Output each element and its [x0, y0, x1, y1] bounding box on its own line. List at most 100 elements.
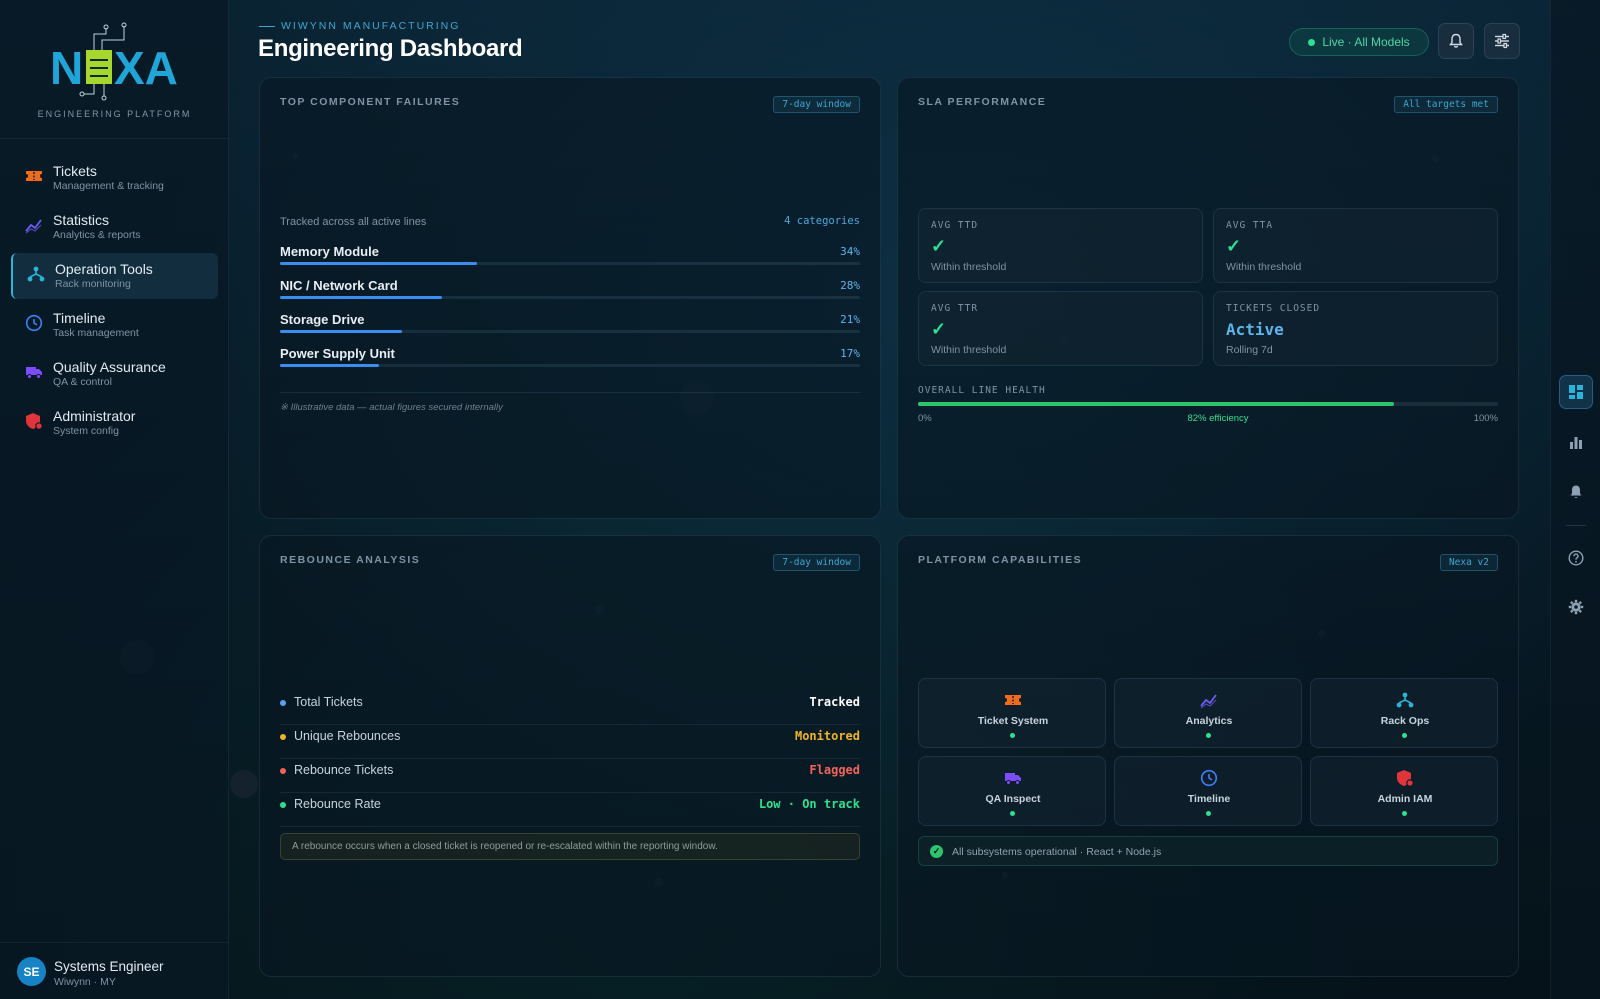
version-tag: Nexa v2 — [1440, 554, 1498, 571]
failure-row: Memory Module 34% — [280, 244, 860, 274]
bell-icon — [1448, 33, 1464, 49]
clock-icon — [1200, 769, 1218, 787]
status-dot-icon — [1402, 733, 1407, 738]
panel-title: REBOUNCE ANALYSIS — [280, 554, 420, 566]
sla-card-sub: Within threshold — [1226, 261, 1301, 273]
shield-icon — [25, 412, 43, 430]
failure-row: Power Supply Unit 17% — [280, 346, 860, 376]
chart-line-icon — [1200, 691, 1218, 709]
sla-card-ttd: AVG TTD ✓ Within threshold — [918, 208, 1203, 283]
capability-timeline[interactable]: Timeline — [1114, 756, 1302, 826]
rebounce-analysis-panel: REBOUNCE ANALYSIS 7-day window Total Tic… — [259, 535, 881, 977]
sidebar-item-quality-assurance[interactable]: Quality Assurance QA & control — [11, 351, 218, 397]
check-icon: ✓ — [1226, 236, 1241, 257]
sidebar-item-sub: Analytics & reports — [53, 229, 141, 241]
rebounce-row: Rebounce Tickets Flagged — [280, 759, 860, 793]
sidebar-item-sub: QA & control — [53, 376, 112, 388]
window-tag: 7-day window — [773, 96, 860, 113]
failures-caption: Tracked across all active lines — [280, 216, 426, 228]
failure-bar-track — [280, 262, 860, 265]
capability-ticket-system[interactable]: Ticket System — [918, 678, 1106, 748]
sidebar-item-administrator[interactable]: Administrator System config — [11, 400, 218, 446]
failure-percent: 17% — [840, 347, 860, 360]
clock-icon — [25, 314, 43, 332]
brand-subtitle: ENGINEERING PLATFORM — [0, 109, 229, 119]
sidebar-item-label: Statistics — [53, 212, 109, 228]
sidebar-item-sub: Rack monitoring — [55, 278, 131, 290]
user-name: Systems Engineer — [54, 959, 164, 974]
status-dot-icon — [1206, 733, 1211, 738]
illustrative-footnote: ※ Illustrative data — actual figures sec… — [280, 402, 503, 413]
rebounce-definition-note: A rebounce occurs when a closed ticket i… — [280, 833, 860, 860]
line-health-label: OVERALL LINE HEALTH — [918, 385, 1046, 396]
status-dot-icon — [1010, 733, 1015, 738]
sidebar-item-sub: Task management — [53, 327, 139, 339]
live-status-pill[interactable]: Live · All Models — [1289, 28, 1429, 56]
live-status-label: Live · All Models — [1322, 35, 1409, 49]
sidebar-item-tickets[interactable]: Tickets Management & tracking — [11, 155, 218, 201]
sla-card-label: AVG TTD — [931, 220, 978, 231]
sla-card-label: AVG TTR — [931, 303, 978, 314]
rail-notifications-button[interactable] — [1559, 475, 1593, 509]
rebounce-value: Flagged — [809, 763, 860, 777]
capability-label: Ticket System — [919, 715, 1107, 727]
logo-area: N XA ENGINEERING PLATFORM — [0, 0, 228, 139]
failure-bar-track — [280, 296, 860, 299]
status-dot-icon — [1402, 811, 1407, 816]
sidebar-item-statistics[interactable]: Statistics Analytics & reports — [11, 204, 218, 250]
panel-title: PLATFORM CAPABILITIES — [918, 554, 1082, 566]
svg-text:N: N — [50, 42, 83, 94]
sliders-icon — [1494, 33, 1510, 49]
capability-admin-iam[interactable]: Admin IAM — [1310, 756, 1498, 826]
sla-performance-panel: SLA PERFORMANCE All targets met AVG TTD … — [897, 77, 1519, 519]
categories-count: 4 categories — [784, 215, 860, 227]
capability-analytics[interactable]: Analytics — [1114, 678, 1302, 748]
rail-dashboard-button[interactable] — [1559, 375, 1593, 409]
check-circle-icon: ✓ — [930, 845, 943, 858]
ticket-icon — [25, 167, 43, 185]
sidebar-item-operation-tools[interactable]: Operation Tools Rack monitoring — [11, 253, 218, 299]
bar-chart-icon — [1568, 434, 1584, 450]
subsystems-status-text: All subsystems operational · React + Nod… — [952, 846, 1161, 858]
network-icon — [1396, 691, 1414, 709]
rebounce-label: Unique Rebounces — [294, 729, 400, 743]
shield-icon — [1396, 769, 1414, 787]
rail-help-button[interactable] — [1559, 541, 1593, 575]
sla-card-tta: AVG TTA ✓ Within threshold — [1213, 208, 1498, 283]
live-dot-icon — [1308, 39, 1315, 46]
failure-name: Storage Drive — [280, 312, 365, 327]
truck-icon — [25, 363, 43, 381]
line-health-efficiency: 82% efficiency — [898, 413, 1538, 424]
failures-caption-row: Tracked across all active lines 4 catego… — [280, 216, 860, 228]
failure-row: NIC / Network Card 28% — [280, 278, 860, 308]
notifications-button[interactable] — [1438, 23, 1474, 59]
rebounce-row: Unique Rebounces Monitored — [280, 725, 860, 759]
rail-charts-button[interactable] — [1559, 425, 1593, 459]
green-dot-icon — [280, 802, 286, 808]
panel-title: SLA PERFORMANCE — [918, 96, 1046, 108]
status-dot-icon — [1010, 811, 1015, 816]
help-icon — [1568, 550, 1584, 566]
failure-bar-track — [280, 330, 860, 333]
user-profile[interactable]: SE Systems Engineer Wiwynn · MY — [0, 942, 229, 999]
capability-rack-ops[interactable]: Rack Ops — [1310, 678, 1498, 748]
capability-label: Rack Ops — [1311, 715, 1499, 727]
rail-divider — [1566, 525, 1586, 526]
line-health-track — [918, 402, 1498, 406]
sidebar-item-sub: System config — [53, 425, 119, 437]
amber-dot-icon — [280, 734, 286, 740]
capability-label: Timeline — [1115, 793, 1303, 805]
sidebar-item-timeline[interactable]: Timeline Task management — [11, 302, 218, 348]
capability-qa-inspect[interactable]: QA Inspect — [918, 756, 1106, 826]
sidebar-item-label: Operation Tools — [55, 261, 153, 277]
failure-percent: 28% — [840, 279, 860, 292]
rail-settings-button[interactable] — [1559, 590, 1593, 624]
capability-label: Analytics — [1115, 715, 1303, 727]
subsystems-status-bar: ✓ All subsystems operational · React + N… — [918, 836, 1498, 866]
page-title: Engineering Dashboard — [258, 35, 522, 63]
sidebar-item-sub: Management & tracking — [53, 180, 164, 192]
sidebar-item-label: Quality Assurance — [53, 359, 166, 375]
settings-sliders-button[interactable] — [1484, 23, 1520, 59]
rebounce-value: Monitored — [795, 729, 860, 743]
line-health-fill — [918, 402, 1394, 406]
